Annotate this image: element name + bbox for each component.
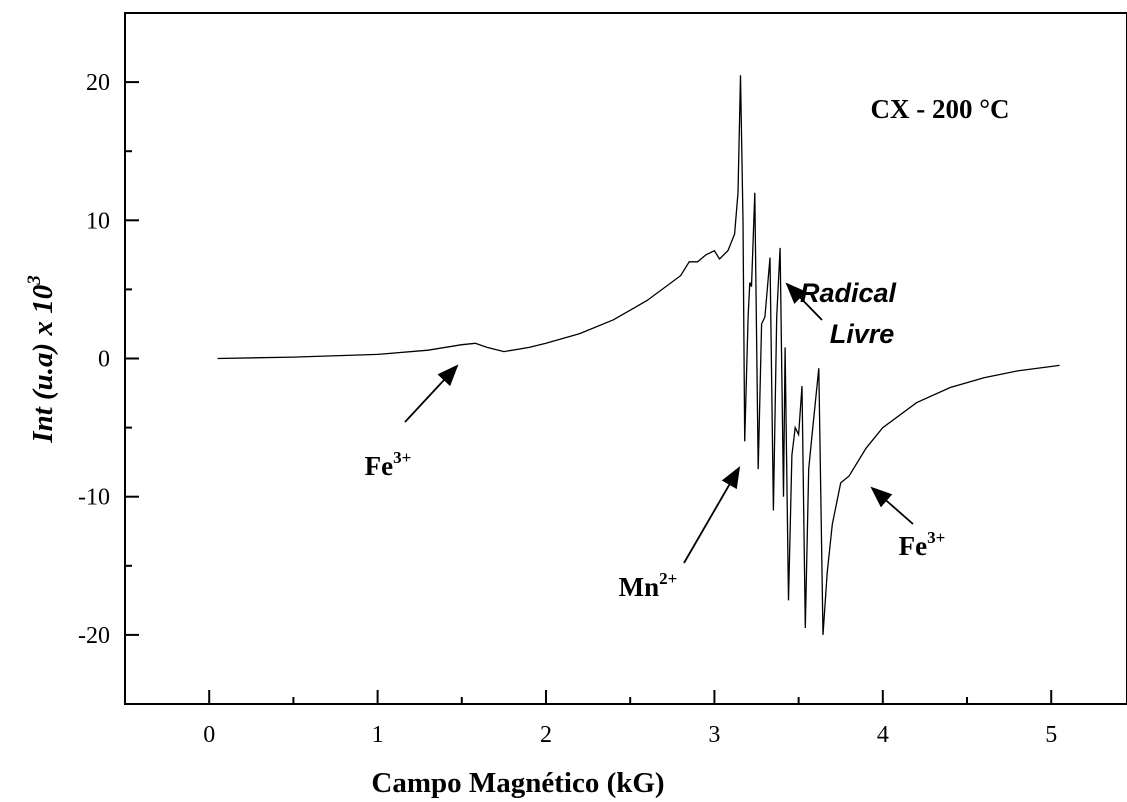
- annotation-text: Mn: [619, 572, 660, 602]
- y-tick-label: -20: [78, 623, 110, 649]
- annotation-sup: 2+: [659, 569, 677, 588]
- chart-title: CX - 200 °C: [870, 94, 1009, 124]
- y-tick-label: -10: [78, 485, 110, 511]
- annotation: Radical: [800, 278, 897, 308]
- y-axis-label-sup: 3: [24, 275, 45, 286]
- annotation-arrow: [683, 466, 741, 564]
- annotation: Fe3+: [899, 528, 946, 561]
- x-axis-label: Campo Magnético (kG): [371, 767, 664, 799]
- y-tick-label: 10: [86, 208, 110, 234]
- spectrum-line: [217, 75, 1060, 635]
- x-tick-label: 2: [540, 722, 552, 748]
- y-tick-label: 0: [98, 347, 110, 373]
- annotation-text: Radical: [800, 278, 897, 308]
- x-tick-label: 5: [1045, 722, 1057, 748]
- annotation-sup: 3+: [927, 528, 945, 547]
- x-tick-label: 0: [203, 722, 215, 748]
- y-axis-label: Int (u.a) x 103: [24, 275, 59, 443]
- annotation: Fe3+: [365, 448, 412, 481]
- y-axis-label-text: Int (u.a) x 10: [27, 285, 59, 444]
- annotation: Livre: [830, 319, 895, 349]
- annotation: Mn2+: [619, 569, 678, 602]
- annotation-sup: 3+: [393, 448, 411, 467]
- annotation-text: Fe: [899, 531, 927, 561]
- x-tick-label: 3: [708, 722, 720, 748]
- y-tick-label: 20: [86, 70, 110, 96]
- annotation-text: Fe: [365, 451, 393, 481]
- annotation-text: Livre: [830, 319, 895, 349]
- annotation-arrow: [404, 364, 459, 423]
- x-tick-label: 4: [877, 722, 889, 748]
- annotation-arrow: [785, 282, 823, 321]
- x-tick-label: 1: [372, 722, 384, 748]
- annotation-arrow: [870, 486, 914, 525]
